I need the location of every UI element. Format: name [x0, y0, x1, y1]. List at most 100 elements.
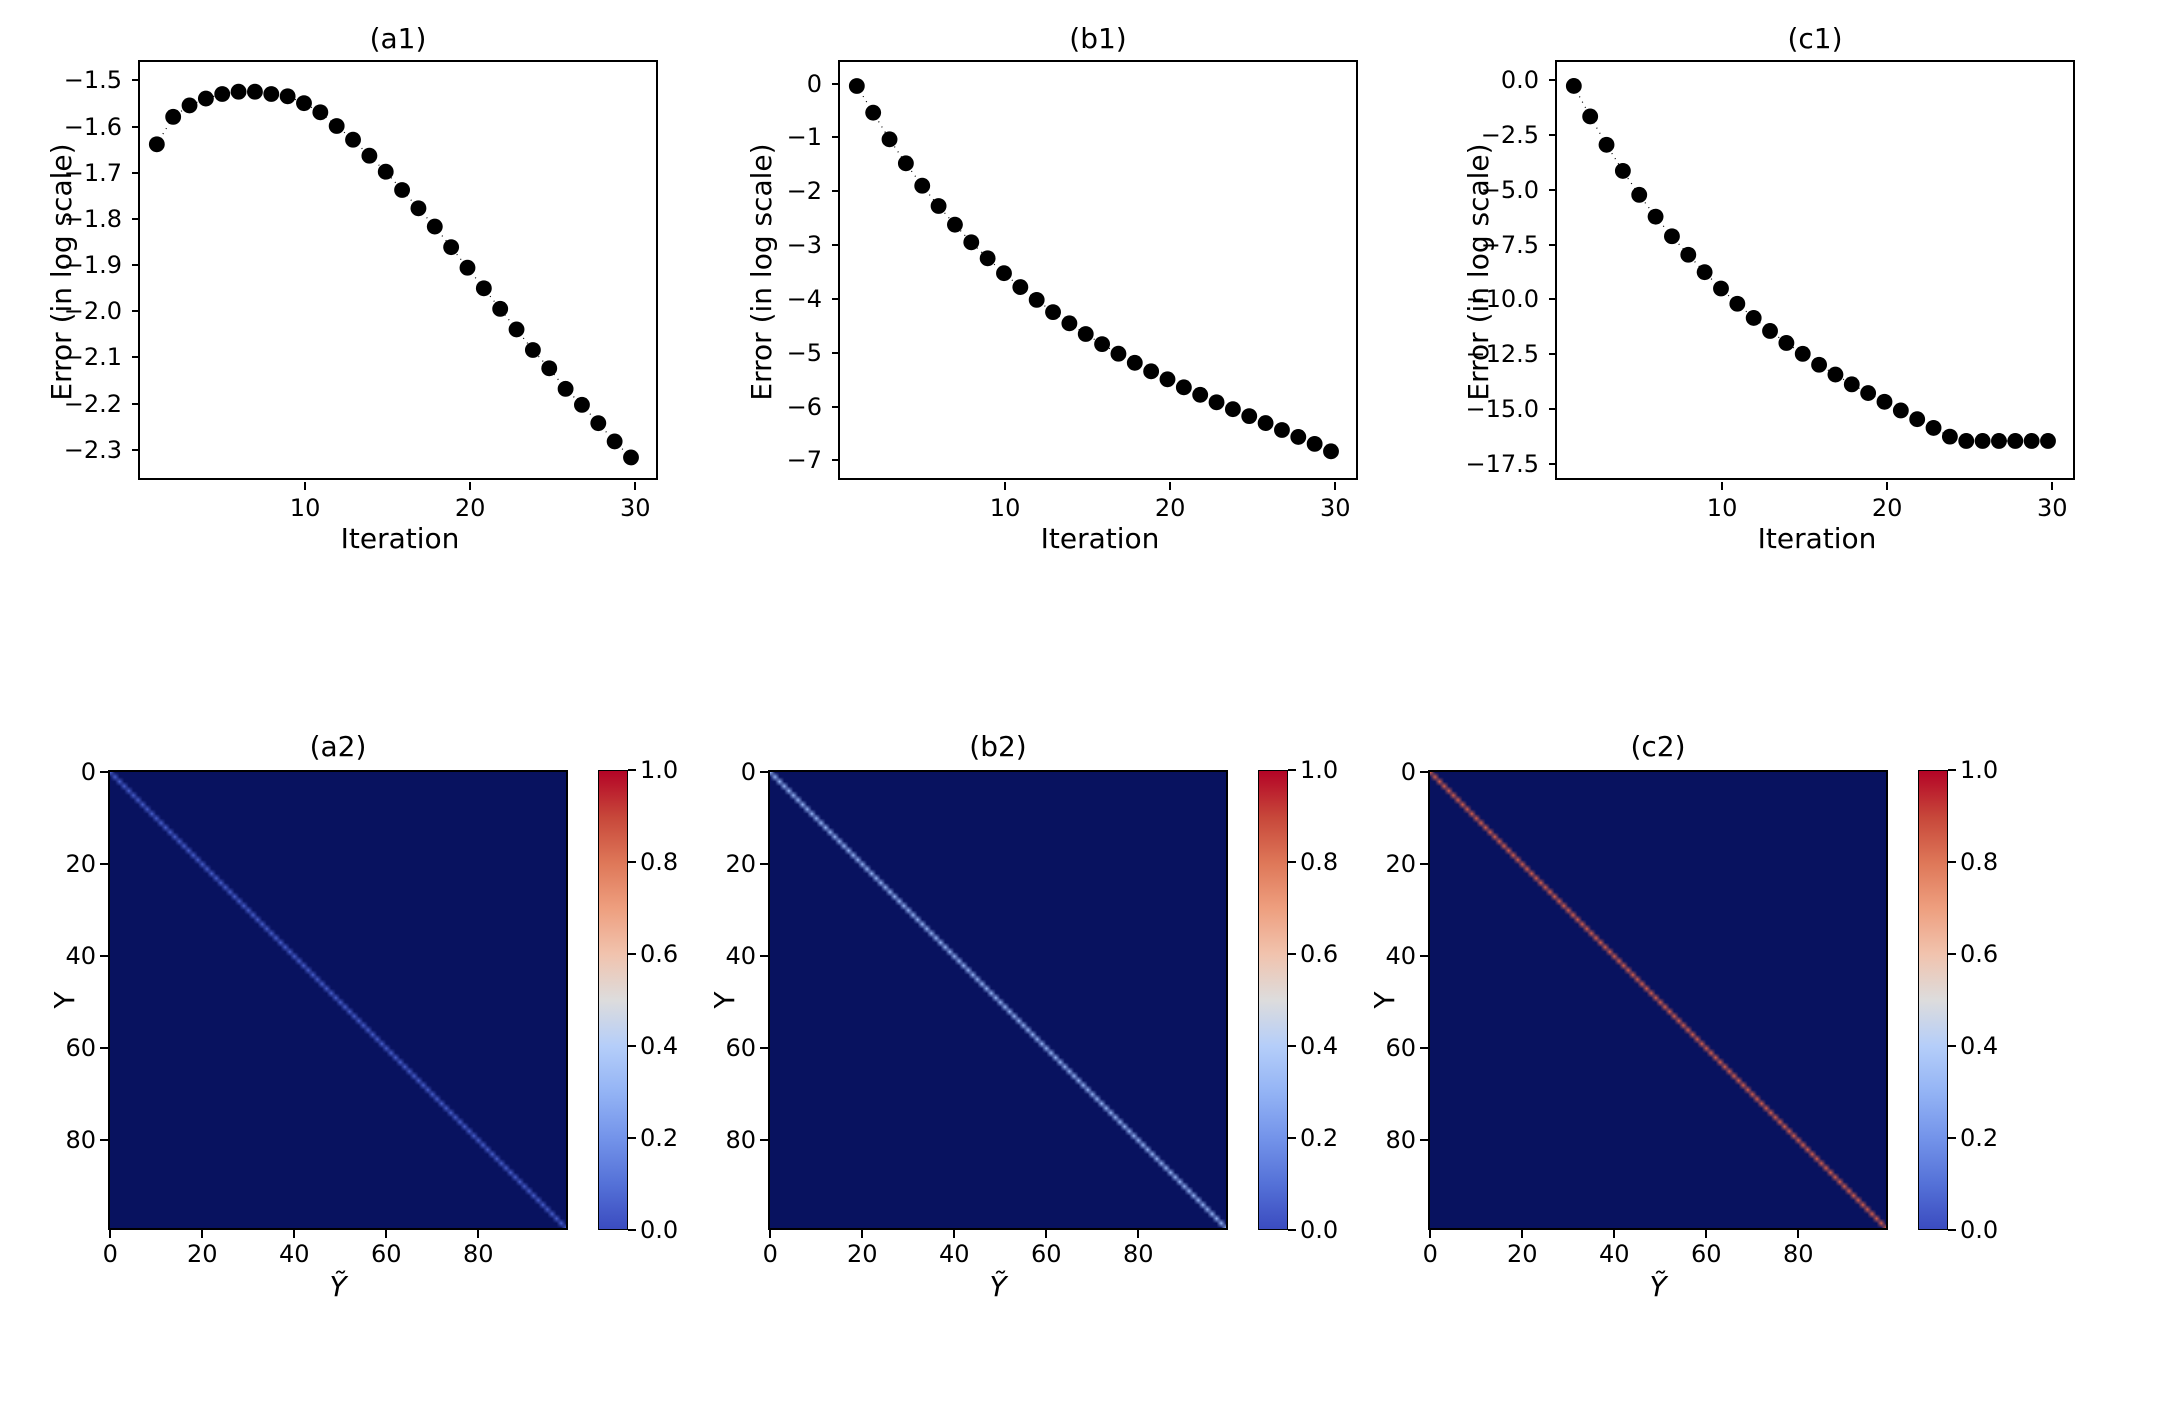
x-tick-label: 20 — [172, 1240, 232, 1268]
x-axis-label: Iteration — [1557, 522, 2077, 555]
y-tick-mark — [132, 310, 140, 312]
data-point — [460, 260, 476, 276]
data-point — [1111, 346, 1127, 362]
y-tick-label: −2 — [787, 177, 822, 205]
heatmap-canvas — [108, 770, 568, 1230]
data-point — [1241, 408, 1257, 424]
data-point — [1648, 209, 1664, 225]
subplot-title: (a1) — [140, 22, 656, 55]
colorbar — [1918, 770, 1948, 1230]
data-point — [1664, 228, 1680, 244]
colorbar-tick-mark — [1948, 861, 1956, 863]
y-tick-mark — [100, 955, 108, 957]
colorbar-tick-mark — [1948, 769, 1956, 771]
data-point — [1599, 137, 1615, 153]
y-tick-mark — [132, 356, 140, 358]
colorbar — [1258, 770, 1288, 1230]
data-point — [1942, 429, 1958, 445]
data-point — [1290, 429, 1306, 445]
heatmap-b2: (b2)YỸ020406080020406080 — [768, 770, 1228, 1230]
x-tick-mark — [385, 1230, 387, 1238]
data-point — [914, 178, 930, 194]
data-point — [1061, 315, 1077, 331]
data-point — [1877, 394, 1893, 410]
x-tick-label: 0 — [740, 1240, 800, 1268]
y-tick-label: −1 — [787, 123, 822, 151]
colorbar-tick-label: 0.2 — [640, 1124, 678, 1152]
lineplot-a1: (a1)Error (in log scale)Iteration102030−… — [138, 60, 658, 480]
x-tick-mark — [201, 1230, 203, 1238]
y-tick-label: 0 — [1401, 758, 1416, 786]
data-point — [263, 86, 279, 102]
data-point — [1975, 433, 1991, 449]
y-tick-mark — [132, 172, 140, 174]
y-tick-label: 40 — [65, 942, 96, 970]
data-point — [280, 88, 296, 104]
y-tick-label: 0.0 — [1501, 66, 1539, 94]
x-tick-mark — [469, 482, 471, 490]
x-tick-mark — [1705, 1230, 1707, 1238]
colorbar-tick-mark — [1288, 953, 1296, 955]
y-tick-mark — [832, 352, 840, 354]
x-tick-label: 20 — [440, 494, 500, 522]
y-tick-mark — [1549, 408, 1557, 410]
colorbar-tick-label: 0.0 — [640, 1216, 678, 1244]
y-tick-mark — [132, 264, 140, 266]
x-tick-label: 20 — [1857, 494, 1917, 522]
data-point — [1045, 304, 1061, 320]
data-point — [2024, 433, 2040, 449]
x-tick-label: 20 — [1140, 494, 1200, 522]
y-tick-label: −3 — [787, 231, 822, 259]
x-tick-mark — [304, 482, 306, 490]
colorbar-tick-mark — [1288, 861, 1296, 863]
x-tick-mark — [1886, 482, 1888, 490]
y-tick-label: −1.8 — [64, 205, 122, 233]
colorbar-tick-label: 0.6 — [1960, 940, 1998, 968]
y-tick-mark — [132, 126, 140, 128]
lineplot-b1: (b1)Error (in log scale)Iteration102030−… — [838, 60, 1358, 480]
x-tick-label: 30 — [2022, 494, 2082, 522]
y-tick-mark — [832, 244, 840, 246]
data-point — [411, 200, 427, 216]
data-point — [865, 105, 881, 121]
data-point — [1094, 336, 1110, 352]
colorbar-tick-label: 0.8 — [640, 848, 678, 876]
colorbar-tick-label: 0.8 — [1960, 848, 1998, 876]
x-tick-mark — [477, 1230, 479, 1238]
y-tick-label: 0 — [81, 758, 96, 786]
data-point — [214, 86, 230, 102]
y-tick-mark — [832, 190, 840, 192]
y-tick-label: −7 — [787, 446, 822, 474]
x-tick-mark — [1521, 1230, 1523, 1238]
colorbar-tick-label: 0.0 — [1300, 1216, 1338, 1244]
lineplot-c1: (c1)Error (in log scale)Iteration102030−… — [1555, 60, 2075, 480]
y-tick-label: −2.1 — [64, 343, 122, 371]
x-tick-mark — [109, 1230, 111, 1238]
y-tick-mark — [132, 449, 140, 451]
data-point — [345, 132, 361, 148]
data-point — [541, 360, 557, 376]
data-point — [247, 84, 263, 100]
data-point — [1811, 357, 1827, 373]
data-point — [1078, 326, 1094, 342]
data-point — [1274, 422, 1290, 438]
x-tick-label: 80 — [1108, 1240, 1168, 1268]
colorbar-tick-label: 0.4 — [1960, 1032, 1998, 1060]
data-point — [1160, 371, 1176, 387]
x-tick-label: 20 — [832, 1240, 892, 1268]
x-axis-label: Ỹ — [108, 1270, 568, 1303]
data-point — [1323, 443, 1339, 459]
x-tick-mark — [1613, 1230, 1615, 1238]
colorbar-tick-mark — [628, 1045, 636, 1047]
colorbar-tick-label: 0.2 — [1300, 1124, 1338, 1152]
y-tick-mark — [1549, 79, 1557, 81]
y-tick-mark — [760, 863, 768, 865]
data-point — [1909, 411, 1925, 427]
y-tick-label: −5.0 — [1481, 176, 1539, 204]
data-point — [361, 148, 377, 164]
data-point — [1225, 401, 1241, 417]
x-tick-label: 10 — [975, 494, 1035, 522]
data-point — [1209, 394, 1225, 410]
colorbar — [598, 770, 628, 1230]
x-tick-label: 40 — [264, 1240, 324, 1268]
